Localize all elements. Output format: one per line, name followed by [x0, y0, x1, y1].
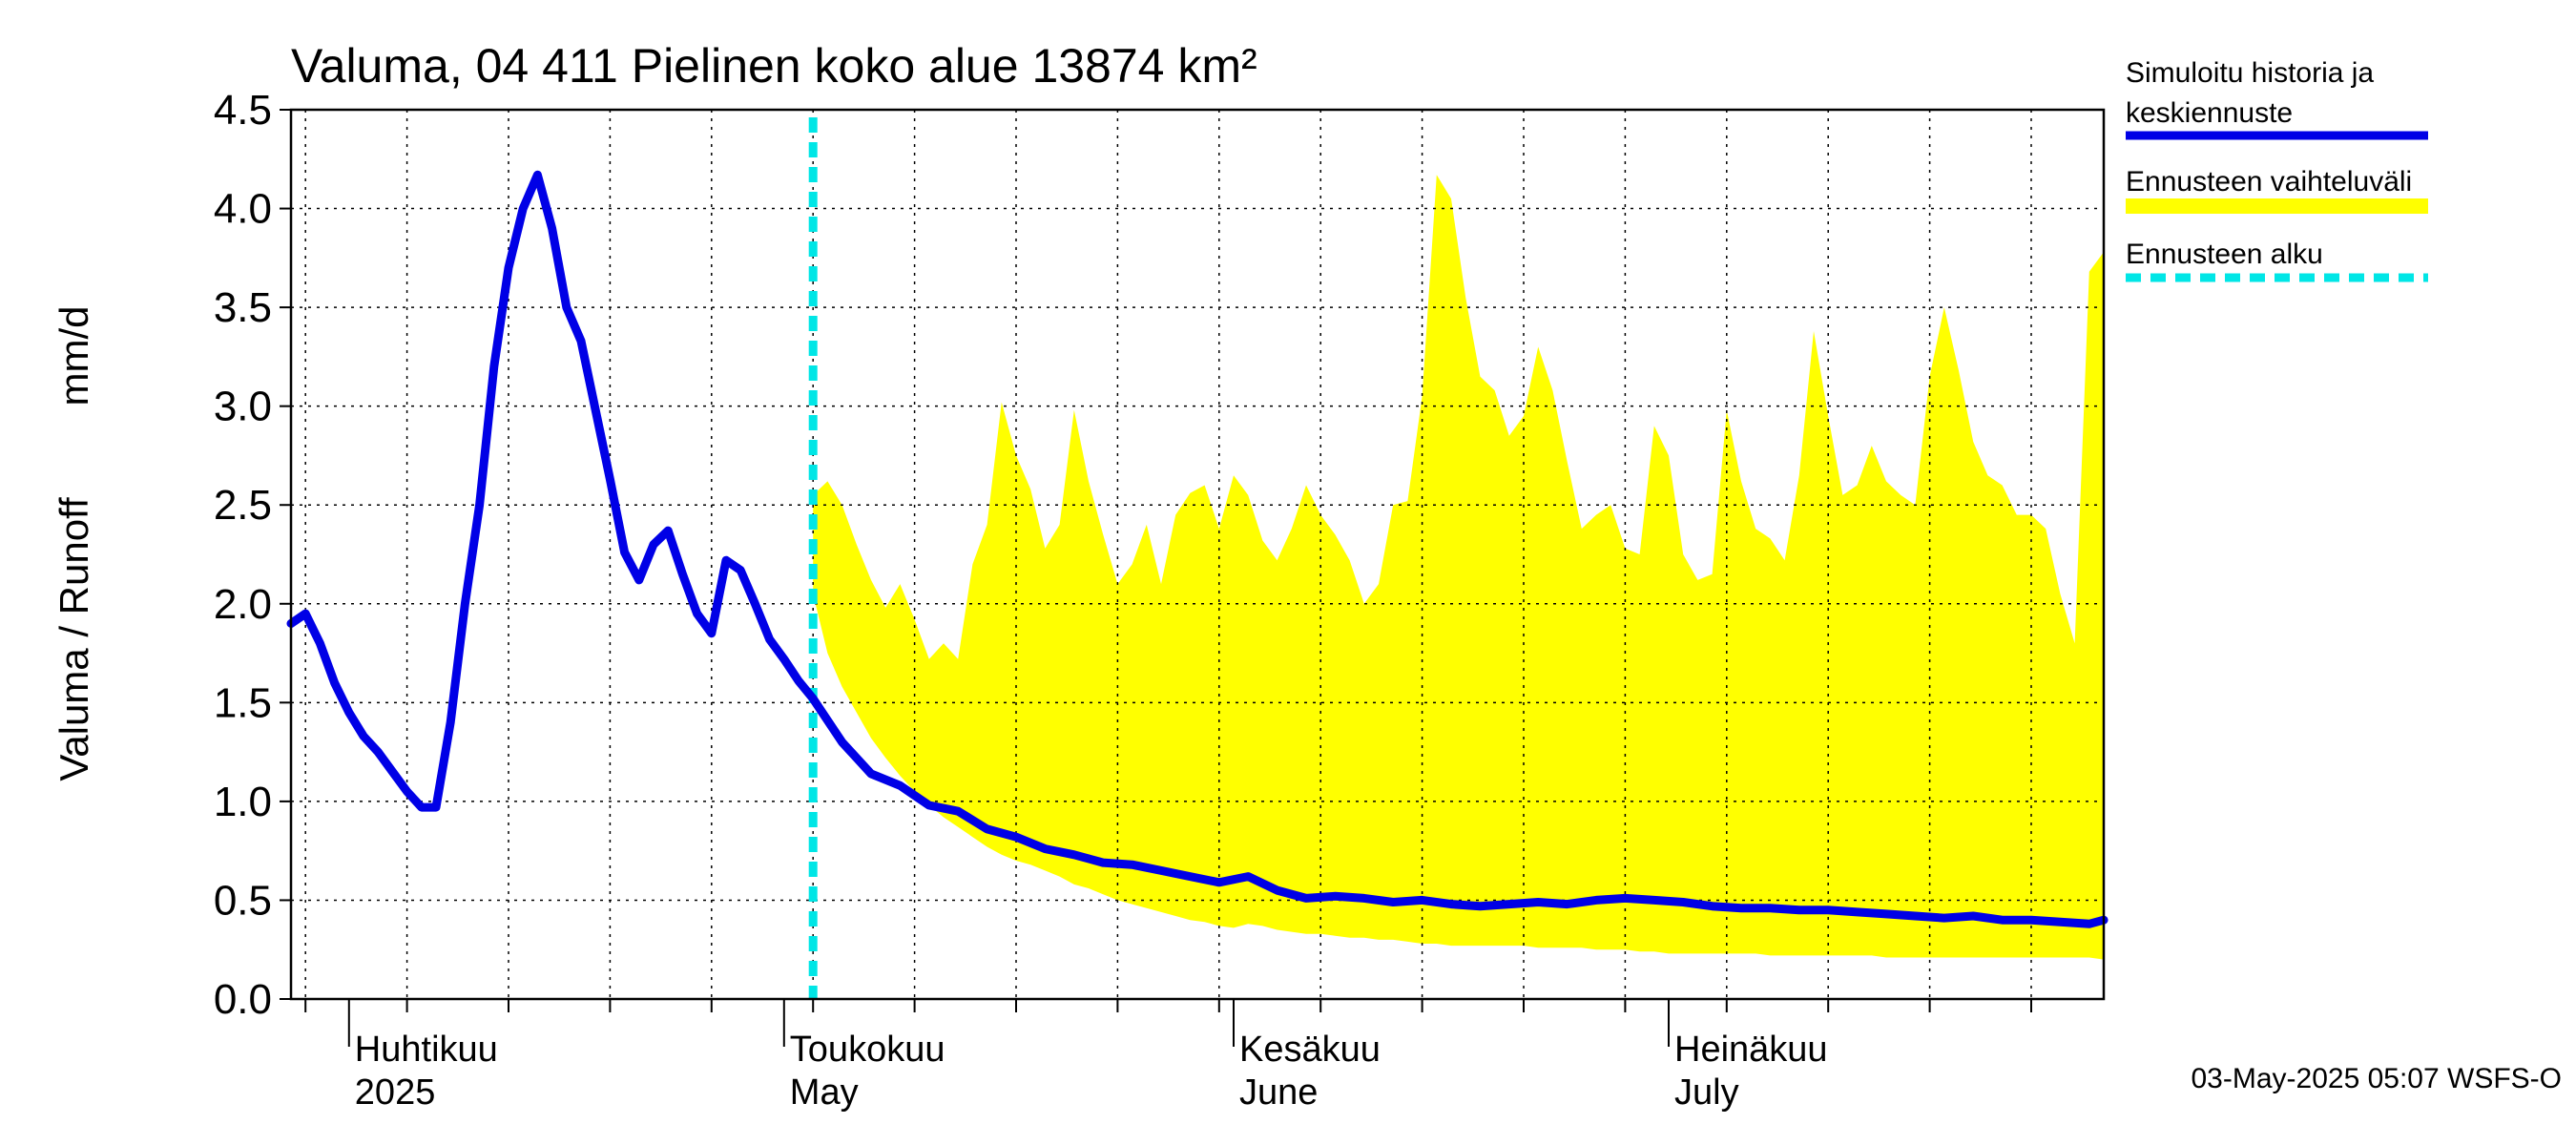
y-axis-label-left: Valuma / Runoff [52, 497, 96, 781]
grid-layer [291, 110, 2104, 999]
y-tick-label: 0.0 [214, 976, 272, 1023]
y-tick-label: 4.5 [214, 87, 272, 134]
y-tick-label: 3.5 [214, 284, 272, 331]
month-label-en: July [1674, 1072, 1739, 1113]
month-label-en: 2025 [355, 1072, 436, 1113]
month-label-fi: Toukokuu [790, 1030, 945, 1070]
legend-median-label-line2: keskiennuste [2126, 97, 2293, 129]
forecast-range-band [813, 175, 2105, 960]
y-tick-label: 3.0 [214, 384, 272, 430]
median-runoff-line [286, 170, 2109, 928]
plot-frame [289, 108, 2106, 1001]
chart-title: Valuma, 04 411 Pielinen koko alue 13874 … [291, 39, 1257, 93]
y-tick-label: 2.0 [214, 581, 272, 628]
y-tick-label: 2.5 [214, 482, 272, 529]
month-label-fi: Huhtikuu [355, 1030, 498, 1070]
legend: Simuloitu historia ja keskiennuste Ennus… [2126, 57, 2428, 282]
y-tick-label: 1.0 [214, 779, 272, 825]
y-tick-label: 0.5 [214, 877, 272, 924]
legend-median-label-line1: Simuloitu historia ja [2126, 57, 2374, 89]
footer-timestamp: 03-May-2025 05:07 WSFS-O [2192, 1063, 2563, 1094]
legend-forecast-start-label: Ennusteen alku [2126, 239, 2323, 270]
y-tick-label: 1.5 [214, 679, 272, 726]
month-label-en: June [1239, 1072, 1318, 1113]
median-line-layer [286, 117, 2109, 999]
axis-layer: 0.0 0.5 1.0 1.5 2.0 2.5 3.0 3.5 4.0 4.5 Huhtikuu20… [214, 87, 2106, 1113]
y-tick-label: 4.0 [214, 186, 272, 233]
month-label-en: May [790, 1072, 859, 1113]
y-axis-label-right: mm/d [52, 306, 96, 406]
forecast-band-layer [813, 175, 2105, 960]
month-label-fi: Kesäkuu [1239, 1030, 1381, 1070]
month-label-fi: Heinäkuu [1674, 1030, 1828, 1070]
legend-band-label: Ennusteen vaihteluväli [2126, 166, 2412, 198]
